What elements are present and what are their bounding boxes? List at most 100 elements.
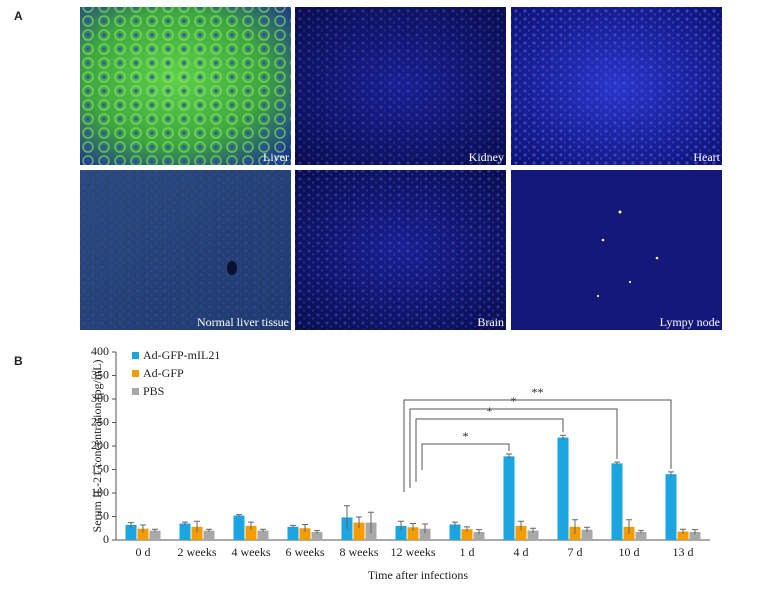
error-bar <box>692 529 698 535</box>
legend-label: Ad-GFP <box>143 366 184 380</box>
error-bar <box>206 528 212 533</box>
error-bar <box>194 520 200 533</box>
micrograph-texture <box>295 7 506 165</box>
error-bar <box>248 521 254 530</box>
micrograph-detail <box>227 261 237 275</box>
bar <box>611 463 623 540</box>
bar <box>581 529 593 540</box>
y-tick-label: 50 <box>97 508 109 522</box>
micrograph-texture <box>295 170 506 330</box>
significance-label: * <box>487 404 493 418</box>
significance-label: ** <box>532 385 544 399</box>
error-bar <box>476 529 482 535</box>
x-tick-label: 2 weeks <box>178 545 217 559</box>
bar <box>233 515 245 540</box>
legend-label: Ad-GFP-mIL21 <box>143 348 220 362</box>
y-tick-label: 200 <box>91 438 109 452</box>
y-tick-label: 300 <box>91 391 109 405</box>
error-bar <box>464 526 470 532</box>
bar <box>149 530 161 540</box>
error-bar <box>668 471 674 477</box>
bar <box>137 528 149 540</box>
micrograph-texture <box>80 170 291 330</box>
bar <box>527 530 539 540</box>
image-label: Heart <box>693 150 720 164</box>
bar <box>191 526 203 540</box>
bar <box>353 522 365 540</box>
bar <box>257 530 269 540</box>
y-axis-label: Serum IL-21 concentration (pg/mL) <box>90 360 104 533</box>
micrograph-texture <box>511 7 722 165</box>
significance-bracket <box>421 443 510 470</box>
bar <box>125 524 137 540</box>
micrographs: Liver Kidney Heart Normal liver tissue B… <box>80 7 722 330</box>
micrograph-detail <box>655 256 659 260</box>
micrograph-detail <box>628 280 632 284</box>
error-bar <box>128 522 134 528</box>
x-tick-label: 10 d <box>619 545 640 559</box>
micrograph-detail <box>596 294 600 298</box>
micrograph-texture <box>80 7 291 165</box>
y-tick-label: 250 <box>91 414 109 428</box>
error-bar <box>680 528 686 534</box>
bar <box>665 474 677 540</box>
bar <box>461 529 473 540</box>
significance-bracket <box>403 399 672 492</box>
error-bar <box>314 530 320 534</box>
micrograph <box>511 170 722 330</box>
y-tick-label: 150 <box>91 461 109 475</box>
bar <box>449 524 461 540</box>
x-tick-label: 12 weeks <box>391 545 436 559</box>
image-label: Liver <box>263 150 289 164</box>
bar <box>635 532 647 540</box>
error-bar <box>518 520 524 531</box>
error-bar <box>452 521 458 527</box>
x-tick-label: 7 d <box>568 545 583 559</box>
x-tick-label: 1 d <box>460 545 475 559</box>
y-tick-label: 0 <box>103 532 109 546</box>
micrograph-detail <box>618 210 622 214</box>
error-bar <box>302 523 308 533</box>
bar <box>515 525 527 540</box>
bar <box>689 532 701 540</box>
error-bar <box>530 527 536 533</box>
bar <box>557 437 569 540</box>
x-tick-label: 8 weeks <box>340 545 379 559</box>
panel-label: B <box>14 354 23 368</box>
image-label: Brain <box>477 315 504 329</box>
image-label: Lympy node <box>660 315 720 329</box>
bar <box>203 530 215 540</box>
bar <box>677 531 689 540</box>
significance-bracket <box>409 408 618 488</box>
error-bar <box>152 528 158 533</box>
error-bar <box>410 523 416 532</box>
bar <box>179 523 191 540</box>
significance-label: * <box>511 394 517 408</box>
error-bar <box>398 520 404 531</box>
x-tick-label: 0 d <box>136 545 151 559</box>
image-label: Kidney <box>469 150 504 164</box>
legend-swatch <box>132 352 139 359</box>
y-tick-label: 350 <box>91 367 109 381</box>
x-tick-label: 13 d <box>673 545 694 559</box>
error-bar <box>140 524 146 533</box>
bar <box>311 532 323 540</box>
error-bar <box>572 519 578 534</box>
panel-label: A <box>14 9 23 23</box>
legend-label: PBS <box>143 384 164 398</box>
error-bar <box>344 505 350 530</box>
bar <box>473 532 485 540</box>
bar <box>299 528 311 540</box>
x-axis-label: Time after infections <box>368 568 469 582</box>
error-bar <box>506 453 512 459</box>
error-bar <box>236 514 242 517</box>
bar <box>245 525 257 540</box>
legend-swatch <box>132 388 139 395</box>
error-bar <box>290 524 296 529</box>
significance-bracket <box>415 418 564 482</box>
x-tick-label: 6 weeks <box>286 545 325 559</box>
bar <box>395 525 407 540</box>
error-bar <box>260 528 266 533</box>
error-bar <box>560 434 566 440</box>
